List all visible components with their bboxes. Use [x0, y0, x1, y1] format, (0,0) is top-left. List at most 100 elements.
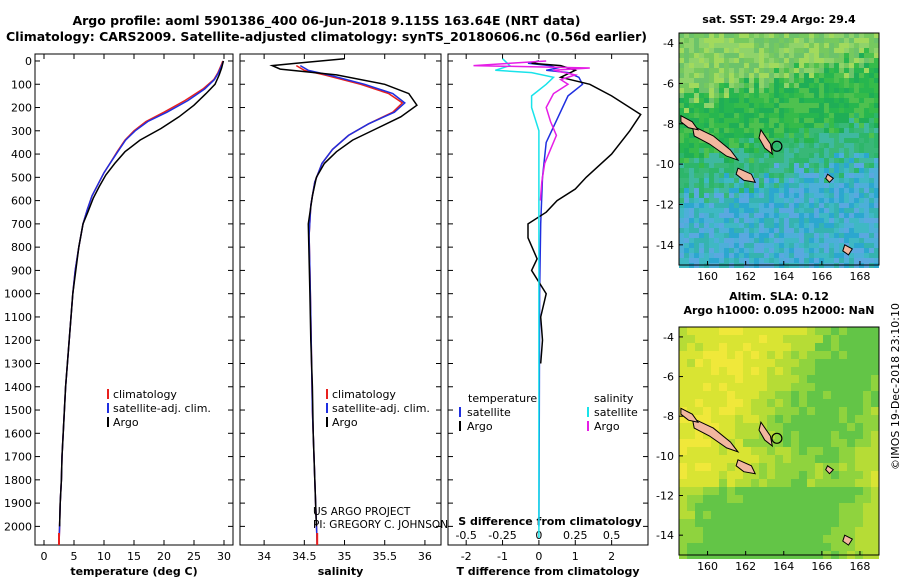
map-field-cell	[849, 208, 854, 213]
map-field-cell	[859, 83, 864, 88]
map-field-cell	[794, 68, 799, 73]
map-field-cell	[823, 383, 831, 391]
x2-tick-label: 0.5	[603, 529, 621, 542]
map-field-cell	[864, 88, 869, 93]
map-field-cell	[794, 128, 799, 133]
map-field-cell	[871, 375, 879, 383]
map-field-cell	[711, 495, 719, 503]
map-field-cell	[789, 213, 794, 218]
map-field-cell	[799, 138, 804, 143]
map-field-cell	[714, 58, 719, 63]
map-field-cell	[727, 503, 735, 511]
map-field-cell	[839, 193, 844, 198]
map-field-cell	[744, 133, 749, 138]
map-field-cell	[714, 208, 719, 213]
map-field-cell	[679, 63, 684, 68]
map-field-cell	[754, 173, 759, 178]
map-field-cell	[754, 128, 759, 133]
map-field-cell	[729, 218, 734, 223]
map-field-cell	[829, 38, 834, 43]
map-field-cell	[783, 343, 791, 351]
map-field-cell	[679, 108, 684, 113]
map-field-cell	[809, 253, 814, 258]
map-field-cell	[834, 78, 839, 83]
map-field-cell	[744, 258, 749, 263]
map-field-cell	[709, 98, 714, 103]
map-field-cell	[849, 58, 854, 63]
map-field-cell	[839, 88, 844, 93]
map-field-cell	[783, 399, 791, 407]
map-field-cell	[749, 128, 754, 133]
map-x-tick-label: 166	[811, 560, 832, 573]
map-field-cell	[791, 383, 799, 391]
map-field-cell	[791, 351, 799, 359]
map-field-cell	[709, 183, 714, 188]
map-field-cell	[783, 535, 791, 543]
map-field-cell	[809, 68, 814, 73]
map-field-cell	[694, 218, 699, 223]
map-field-cell	[774, 138, 779, 143]
map-field-cell	[809, 78, 814, 83]
map-field-cell	[804, 108, 809, 113]
map-field-cell	[799, 98, 804, 103]
map-field-cell	[869, 188, 874, 193]
map-field-cell	[759, 535, 767, 543]
map-field-cell	[729, 93, 734, 98]
map-field-cell	[831, 463, 839, 471]
map-field-cell	[751, 407, 759, 415]
map-field-cell	[784, 33, 789, 38]
map-field-cell	[804, 33, 809, 38]
map-field-cell	[759, 519, 767, 527]
map-field-cell	[847, 327, 855, 335]
map-field-cell	[829, 78, 834, 83]
map-field-cell	[874, 213, 879, 218]
map-field-cell	[719, 178, 724, 183]
map-field-cell	[774, 98, 779, 103]
map-field-cell	[814, 73, 819, 78]
map-field-cell	[807, 439, 815, 447]
map-field-cell	[874, 63, 879, 68]
map-field-cell	[734, 228, 739, 233]
map-field-cell	[699, 183, 704, 188]
map-field-cell	[749, 78, 754, 83]
map-field-cell	[729, 248, 734, 253]
map-field-cell	[714, 183, 719, 188]
map-field-cell	[874, 238, 879, 243]
map-field-cell	[814, 213, 819, 218]
map-field-cell	[815, 519, 823, 527]
map-field-cell	[794, 103, 799, 108]
map-field-cell	[679, 233, 684, 238]
map-field-cell	[744, 203, 749, 208]
map-field-cell	[711, 351, 719, 359]
map-field-cell	[864, 143, 869, 148]
map-field-cell	[729, 178, 734, 183]
map-field-cell	[735, 455, 743, 463]
map-field-cell	[799, 487, 807, 495]
map-field-cell	[804, 38, 809, 43]
map-field-cell	[774, 218, 779, 223]
map-field-cell	[695, 367, 703, 375]
map-field-cell	[719, 78, 724, 83]
map-field-cell	[749, 233, 754, 238]
map-field-cell	[744, 253, 749, 258]
map-field-cell	[839, 178, 844, 183]
map-field-cell	[854, 83, 859, 88]
map-field-cell	[774, 198, 779, 203]
map-field-cell	[719, 33, 724, 38]
map-field-cell	[789, 38, 794, 43]
map-field-cell	[775, 423, 783, 431]
map-field-cell	[739, 223, 744, 228]
map-field-cell	[874, 248, 879, 253]
map-field-cell	[854, 208, 859, 213]
project-label: US ARGO PROJECT	[313, 506, 411, 518]
map-field-cell	[794, 158, 799, 163]
map-field-cell	[734, 218, 739, 223]
map-field-cell	[834, 38, 839, 43]
map-field-cell	[834, 213, 839, 218]
map-field-cell	[727, 455, 735, 463]
map-field-cell	[754, 238, 759, 243]
map-field-cell	[794, 178, 799, 183]
map-field-cell	[859, 228, 864, 233]
map-field-cell	[784, 208, 789, 213]
legend-title-temperature: temperature	[468, 392, 537, 405]
